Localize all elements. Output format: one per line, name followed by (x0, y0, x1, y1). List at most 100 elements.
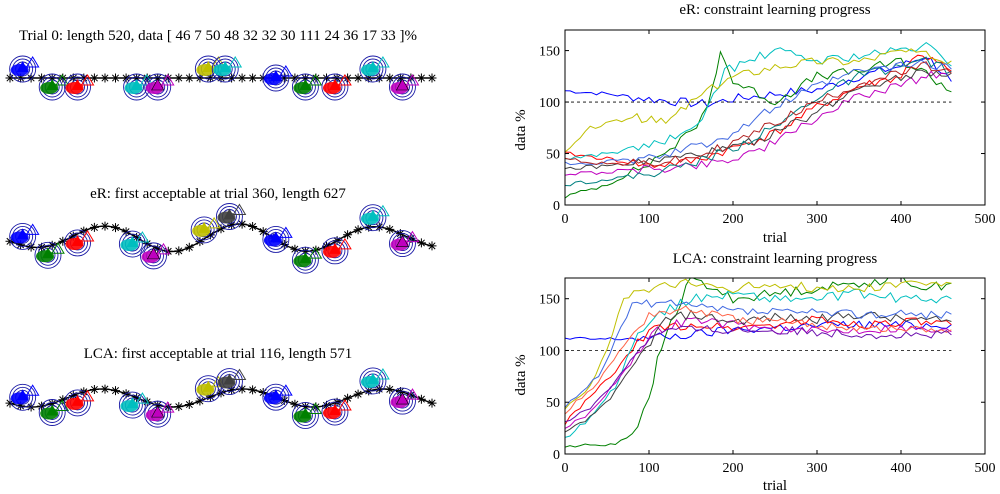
cluster-outline-triangle (228, 56, 243, 68)
cluster-ring (118, 391, 146, 419)
constraint-cluster (34, 241, 65, 269)
cluster-ring (389, 230, 416, 258)
trajectory-star (153, 400, 163, 410)
cluster-outline-triangle (55, 74, 70, 86)
lca-chart-title: LCA: constraint learning progress (673, 251, 878, 267)
cluster-triangle (146, 247, 160, 260)
cluster-ring (144, 73, 172, 101)
constraint-cluster (9, 383, 40, 411)
trajectory-star (111, 386, 120, 396)
cluster-triangle (366, 61, 379, 72)
cluster-outline-triangle (338, 237, 352, 250)
lca-chart-xlabel: trial (763, 478, 787, 494)
trajectory-star (290, 73, 300, 83)
trajectory-star (427, 398, 437, 408)
trajectory-star (121, 73, 131, 83)
lca-result-title: LCA: first acceptable at trial 116, leng… (84, 346, 353, 362)
cluster-outline-triangle (376, 204, 390, 217)
trajectory-star (343, 393, 353, 403)
cluster-outline-triangle (278, 65, 293, 77)
cluster-outline-triangle (405, 74, 420, 86)
cluster-ring (262, 64, 290, 92)
cluster-outline-triangle (80, 230, 95, 242)
cluster-ring (359, 204, 387, 232)
trajectory-star (195, 396, 205, 406)
constraint-cluster (262, 383, 293, 411)
trajectory-star (374, 222, 384, 232)
trajectory-star (163, 73, 173, 83)
er-chart-title: eR: constraint learning progress (679, 2, 870, 18)
constraint-cluster (215, 203, 247, 230)
constraint-cluster (140, 242, 171, 270)
trajectory-star (332, 73, 342, 83)
trajectory-star (142, 239, 152, 249)
er-chart-ylabel: data % (513, 109, 529, 150)
trajectory-star (205, 392, 215, 402)
cluster-triangle (328, 79, 341, 90)
x-tick-label: 300 (807, 212, 828, 227)
trajectory-star (227, 73, 237, 83)
y-tick-label: 50 (546, 396, 560, 411)
trajectory-star (111, 73, 120, 83)
trajectory-star (385, 73, 395, 83)
trajectory-star (227, 385, 237, 395)
constraint-cluster (9, 222, 40, 250)
chart-0: 0 100 200 300 400 500 0 50 100 150 (539, 29, 996, 227)
trajectory-star (16, 240, 26, 250)
trajectory-star (353, 73, 363, 83)
cluster-triangle (366, 209, 379, 221)
cluster-triangle (71, 234, 84, 246)
trajectory-star (322, 73, 331, 83)
trajectory-star (79, 73, 89, 83)
trajectory-star (385, 224, 395, 234)
trajectory-star (290, 244, 300, 254)
trajectory-star (100, 73, 110, 83)
trajectory-star (290, 399, 300, 409)
constraint-cluster (38, 73, 70, 101)
cluster-outline-triangle (405, 230, 420, 243)
trajectory-panel-1 (5, 203, 437, 274)
trajectory-panel-0 (5, 55, 437, 101)
trajectory-star (258, 388, 268, 397)
trajectory-star (195, 237, 205, 247)
er-chart-xlabel: trial (763, 230, 787, 246)
cluster-ring (38, 399, 66, 426)
trajectory-star (5, 73, 15, 83)
trajectory-star (174, 402, 184, 412)
trajectory-star (58, 236, 68, 246)
cluster-ring (9, 222, 37, 250)
trajectory-star (132, 233, 142, 242)
cluster-triangle (16, 61, 29, 72)
cluster-ring (262, 383, 290, 411)
cluster-outline-triangle (308, 402, 323, 414)
trajectory-star (89, 385, 99, 394)
cluster-triangle (130, 79, 143, 90)
constraint-cluster (211, 55, 243, 83)
cluster-ring (321, 398, 349, 426)
trajectory-star (311, 402, 321, 412)
trajectory-star (47, 73, 57, 83)
trajectory-star (427, 241, 437, 251)
y-tick-label: 100 (539, 96, 560, 111)
cluster-ring (215, 368, 243, 395)
cluster-outline-triangle (135, 231, 150, 243)
cluster-outline-triangle (160, 401, 175, 413)
cluster-triangle (126, 236, 139, 248)
cluster-outline-triangle (80, 74, 95, 86)
trajectory-star (216, 224, 226, 234)
trajectory-star (16, 401, 26, 411)
trajectory-star (248, 73, 258, 83)
constraint-cluster (215, 368, 247, 395)
cluster-ring (359, 367, 387, 395)
trial0-title: Trial 0: length 520, data [ 46 7 50 48 3… (19, 28, 417, 44)
constraint-cluster (262, 64, 293, 92)
cluster-outline-triangle (156, 242, 171, 255)
constraint-cluster (359, 204, 390, 232)
trajectory-star (300, 246, 310, 256)
chart-1: 0 100 200 300 400 500 0 50 100 150 (539, 277, 996, 476)
constraint-cluster (321, 73, 352, 101)
cluster-triangle (269, 70, 282, 81)
trajectory-star (248, 222, 258, 231)
trajectory-star (58, 73, 68, 83)
